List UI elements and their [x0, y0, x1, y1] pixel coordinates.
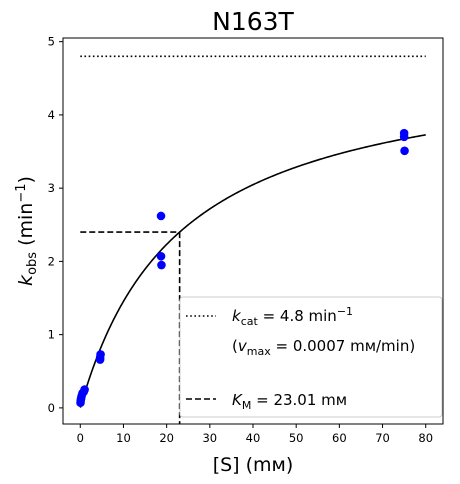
x-axis-label: [S] (mм) [213, 454, 294, 476]
y-axis-ticks: 0 1 2 3 4 5 [48, 35, 63, 415]
michaelis-menten-fit-line [79, 134, 426, 408]
y-tick-label: 4 [48, 108, 55, 122]
y-tick-label: 2 [48, 254, 55, 268]
x-tick-label: 20 [159, 431, 174, 445]
y-tick-label: 5 [48, 35, 55, 49]
x-tick-label: 60 [332, 431, 347, 445]
x-tick-label: 40 [246, 431, 261, 445]
fit-curve [79, 134, 426, 408]
legend-vmax-note: (vmax = 0.0007 mм/min) [232, 337, 415, 358]
x-tick-label: 70 [375, 431, 390, 445]
x-tick-label: 10 [116, 431, 131, 445]
legend-box [179, 296, 443, 418]
x-tick-label: 80 [418, 431, 433, 445]
y-tick-label: 0 [48, 401, 55, 415]
legend-kcat-label: kcat = 4.8 min−1 [232, 305, 353, 328]
km-lines [80, 231, 181, 424]
y-axis-label: kobs (min−1) [14, 176, 40, 286]
data-point [96, 350, 105, 359]
legend-km-label: KM = 23.01 mм [232, 391, 347, 412]
y-tick-label: 1 [48, 328, 55, 342]
legend: kcat = 4.8 min−1 (vmax = 0.0007 mм/min) KM… [179, 296, 443, 418]
data-points [76, 128, 409, 408]
data-point [80, 385, 89, 394]
data-point [157, 260, 166, 270]
x-tick-label: 50 [289, 431, 304, 445]
y-tick-label: 3 [48, 181, 55, 195]
x-axis-ticks: 0 10 20 30 40 50 60 70 80 [77, 424, 433, 445]
data-point [399, 132, 409, 142]
data-point [156, 211, 166, 221]
x-tick-label: 30 [202, 431, 217, 445]
chart-title: N163T [212, 7, 294, 36]
x-tick-label: 0 [77, 431, 84, 445]
data-point [156, 251, 166, 261]
data-point [400, 146, 409, 156]
